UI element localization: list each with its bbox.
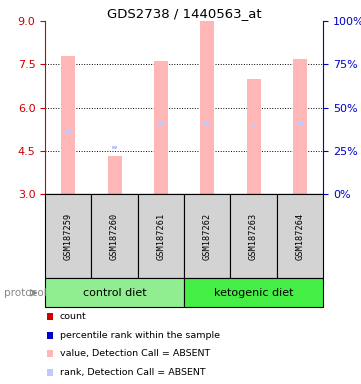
Text: GSM187263: GSM187263: [249, 212, 258, 260]
Text: GSM187259: GSM187259: [64, 212, 73, 260]
Text: control diet: control diet: [83, 288, 147, 298]
Bar: [277, 194, 323, 278]
Bar: [45, 278, 184, 307]
Bar: [251, 124, 256, 128]
Text: GSM187260: GSM187260: [110, 212, 119, 260]
Text: value, Detection Call = ABSENT: value, Detection Call = ABSENT: [60, 349, 210, 358]
Bar: [158, 122, 164, 126]
Bar: [297, 122, 303, 126]
Bar: [200, 21, 214, 194]
Text: GSM187264: GSM187264: [295, 212, 304, 260]
Title: GDS2738 / 1440563_at: GDS2738 / 1440563_at: [107, 7, 261, 20]
Bar: [61, 56, 75, 194]
Bar: [108, 157, 122, 194]
Bar: [184, 278, 323, 307]
Text: protocol: protocol: [4, 288, 46, 298]
Bar: [112, 146, 117, 149]
Bar: [65, 130, 71, 134]
Bar: [184, 194, 230, 278]
Bar: [230, 194, 277, 278]
Bar: [247, 79, 261, 194]
Bar: [91, 194, 138, 278]
Text: rank, Detection Call = ABSENT: rank, Detection Call = ABSENT: [60, 367, 205, 377]
Bar: [204, 122, 210, 126]
Text: percentile rank within the sample: percentile rank within the sample: [60, 331, 219, 340]
Bar: [154, 61, 168, 194]
Text: count: count: [60, 312, 86, 321]
Bar: [293, 59, 307, 194]
Text: ketogenic diet: ketogenic diet: [214, 288, 293, 298]
Bar: [45, 194, 91, 278]
Text: GSM187261: GSM187261: [156, 212, 165, 260]
Bar: [138, 194, 184, 278]
Text: GSM187262: GSM187262: [203, 212, 212, 260]
